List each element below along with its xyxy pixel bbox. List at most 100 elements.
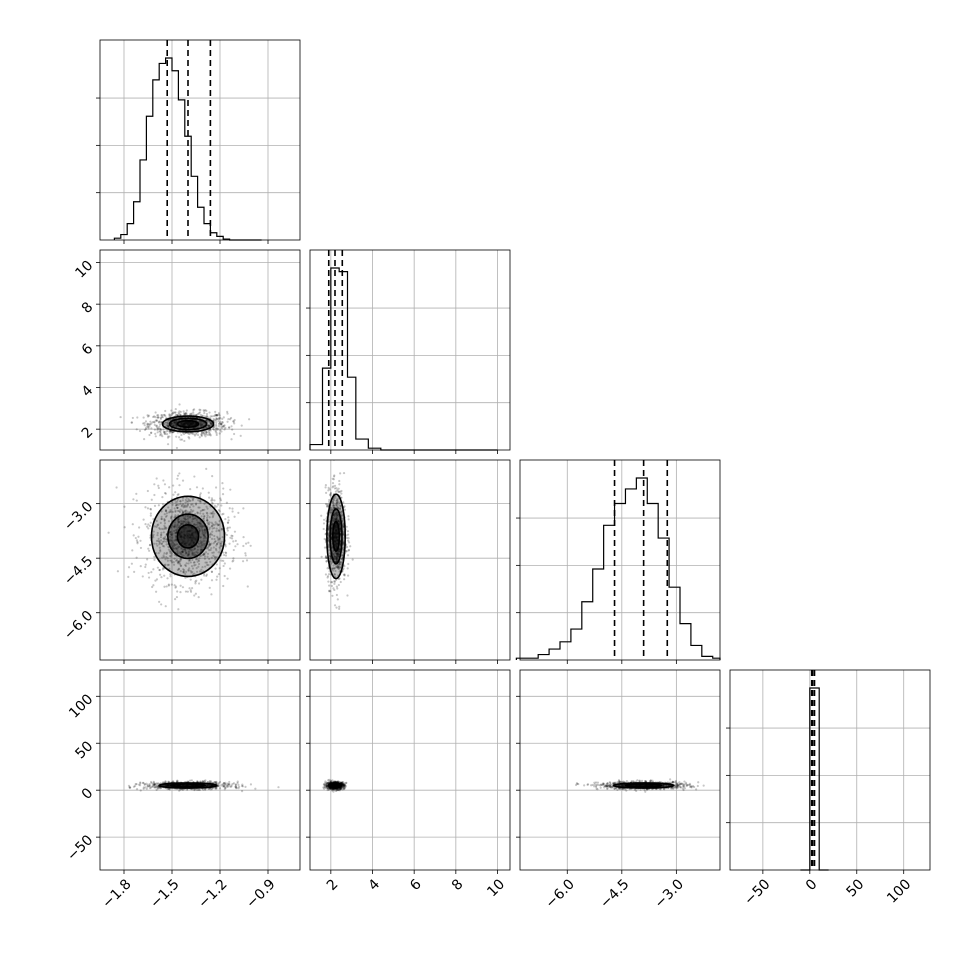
sample-point [686, 784, 689, 787]
sample-point [215, 786, 218, 790]
sample-point [174, 538, 177, 541]
sample-point [201, 525, 204, 528]
sample-point [223, 788, 226, 791]
sample-point [325, 559, 328, 563]
sample-point [181, 550, 184, 553]
sample-point [328, 778, 331, 781]
sample-point [186, 518, 189, 521]
sample-point [181, 511, 184, 514]
sample-point [181, 550, 184, 554]
sample-point [185, 496, 188, 499]
sample-point [325, 782, 328, 786]
sample-point [612, 781, 615, 784]
sample-point [671, 780, 674, 783]
sample-point [194, 517, 197, 520]
sample-point [178, 551, 182, 554]
sample-point [672, 780, 675, 784]
sample-point [328, 555, 331, 558]
density-frame [99, 249, 301, 451]
sample-point [331, 477, 334, 480]
sample-point [343, 787, 346, 790]
sample-point [633, 788, 636, 791]
sample-point [336, 501, 339, 504]
sample-point [206, 433, 209, 436]
sample-point [197, 788, 200, 791]
sample-point [195, 413, 198, 417]
sample-point [218, 510, 221, 513]
sample-point [148, 785, 151, 788]
sample-point [170, 552, 173, 555]
sample-point [210, 579, 214, 582]
sample-point [254, 787, 257, 790]
sample-point [210, 542, 213, 545]
sample-point [200, 543, 203, 547]
sample-point [324, 486, 327, 489]
sample-point [155, 425, 158, 428]
sample-point [335, 501, 338, 505]
sample-point [346, 530, 350, 533]
sample-point [231, 534, 234, 538]
sample-point [338, 508, 342, 511]
sample-point [329, 562, 333, 566]
sample-point [328, 590, 331, 593]
sample-point [164, 558, 167, 561]
sample-point [334, 569, 337, 573]
sample-point [206, 518, 209, 522]
sample-point [196, 426, 199, 429]
sample-point [160, 510, 163, 513]
sample-point [142, 781, 145, 785]
sample-point [333, 557, 336, 560]
sample-point [220, 423, 223, 426]
sample-point [210, 547, 213, 550]
sample-point [210, 422, 213, 425]
sample-point [333, 555, 336, 558]
sample-point [211, 498, 214, 502]
sample-point [176, 474, 180, 477]
sample-point [203, 531, 206, 534]
sample-point [143, 783, 146, 786]
sample-point [151, 585, 154, 589]
sample-point [187, 568, 190, 571]
sample-point [184, 413, 187, 416]
sample-point [215, 530, 218, 533]
sample-point [169, 430, 172, 433]
sample-point [168, 784, 171, 787]
sample-point [176, 477, 179, 480]
sample-point [163, 538, 167, 541]
sample-point [196, 521, 199, 524]
sample-point [168, 510, 172, 513]
sample-point [178, 412, 181, 415]
sample-point [337, 452, 339, 454]
contour-line [327, 782, 343, 789]
sample-point [227, 784, 230, 787]
sample-point [242, 544, 245, 548]
histogram-step [309, 267, 498, 451]
sample-point [218, 417, 221, 420]
sample-point [337, 583, 340, 587]
sample-point [163, 430, 166, 434]
sample-point [148, 425, 151, 428]
sample-point [145, 782, 148, 785]
sample-point [209, 532, 212, 535]
sample-point [212, 546, 215, 549]
sample-point [152, 780, 155, 783]
sample-point [209, 421, 212, 425]
sample-point [165, 509, 168, 513]
sample-point [223, 428, 226, 431]
sample-point [204, 788, 207, 791]
sample-point [320, 514, 323, 517]
sample-point [149, 507, 152, 511]
sample-point [134, 536, 137, 540]
sample-point [189, 548, 192, 551]
sample-point [198, 521, 201, 525]
sample-point [199, 536, 202, 539]
sample-point [327, 545, 330, 548]
sample-point [134, 783, 137, 786]
sample-point [168, 431, 171, 434]
sample-point [336, 598, 339, 601]
sample-point [214, 521, 217, 524]
sample-point [184, 552, 188, 555]
sample-point [332, 504, 335, 507]
sample-point [332, 587, 335, 590]
sample-point [335, 554, 338, 557]
